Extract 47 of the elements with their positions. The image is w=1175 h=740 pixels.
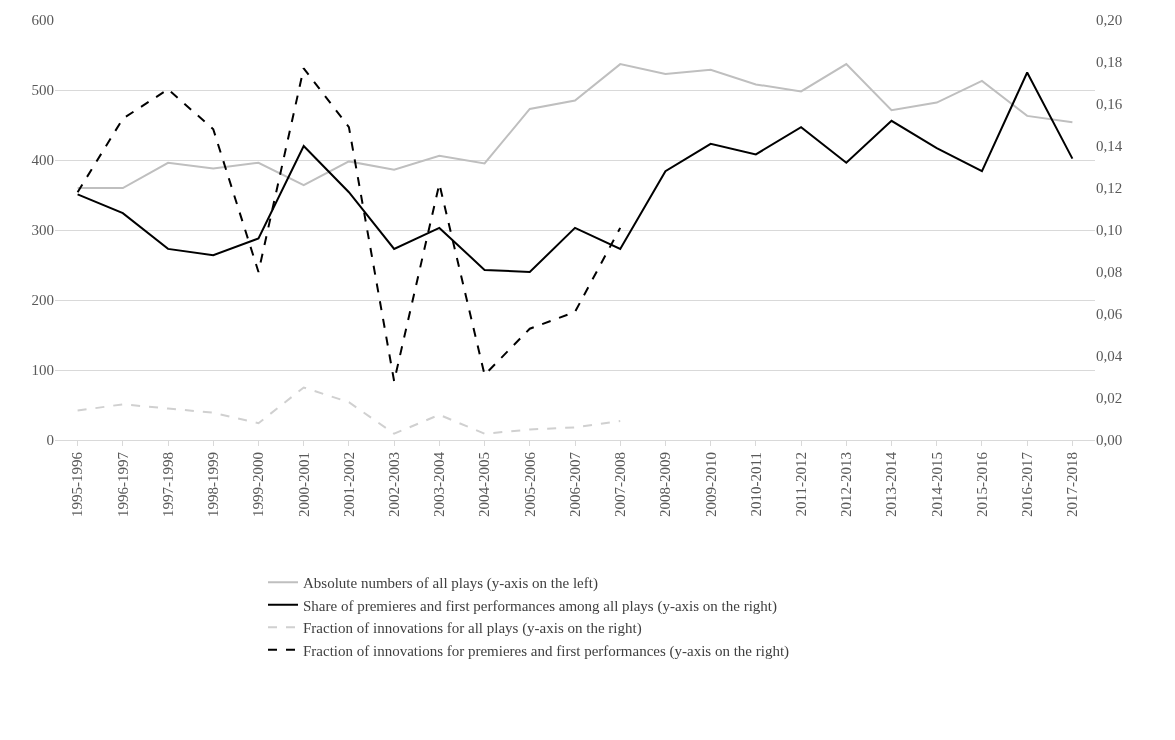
x-tick-label: 1999-2000	[250, 452, 267, 517]
y-tick-label: 200	[31, 292, 54, 309]
x-tick-label: 2005-2006	[521, 451, 538, 517]
y2-tick-label: 0,20	[1096, 12, 1123, 29]
y-tick-label: 400	[31, 152, 54, 169]
legend-label: Fraction of innovations for premieres and first performances (y-axis on the right)	[303, 642, 790, 660]
x-tick-label: 2000-2001	[295, 452, 312, 517]
y2-tick-label: 0,10	[1096, 222, 1123, 239]
x-tick-label: 2016-2017	[1019, 451, 1036, 517]
x-tick-label: 2001-2002	[340, 452, 357, 517]
y-tick-label: 300	[31, 222, 54, 239]
x-tick-label: 2007-2008	[612, 452, 629, 517]
legend-label: Fraction of innovations for all plays (y-axis on the right)	[303, 620, 642, 638]
x-tick-label: 2017-2018	[1064, 452, 1081, 517]
x-tick-label: 2011-2012	[792, 452, 809, 517]
x-tick-label: 1995-1996	[69, 451, 86, 517]
y-tick-label: 600	[31, 12, 54, 29]
x-tick-label: 2013-2014	[883, 451, 900, 517]
x-tick-label: 2002-2003	[386, 452, 403, 517]
y-tick-label: 0	[46, 432, 54, 449]
y2-tick-label: 0,08	[1096, 264, 1123, 281]
line-series	[76, 386, 622, 435]
line-series	[76, 63, 1074, 189]
x-tick-label: 2015-2016	[973, 451, 990, 517]
x-tick-label: 2009-2010	[702, 452, 719, 517]
legend-label: Absolute numbers of all plays (y-axis on the left)	[303, 575, 598, 593]
x-tick-label: 1996-1997	[114, 451, 131, 517]
x-tick-label: 2003-2004	[431, 451, 448, 517]
x-tick-label: 1997-1998	[159, 452, 176, 517]
legend-label: Share of premieres and first performances among all plays (y-axis on the right)	[303, 597, 778, 615]
x-tick-label: 2004-2005	[476, 452, 493, 517]
y-tick-label: 500	[31, 82, 54, 99]
x-tick-label: 2010-2011	[747, 452, 764, 517]
y2-tick-label: 0,14	[1096, 138, 1123, 155]
y2-tick-label: 0,02	[1096, 390, 1123, 407]
y2-tick-label: 0,12	[1096, 180, 1123, 197]
y2-tick-label: 0,04	[1096, 348, 1123, 365]
x-tick-label: 2006-2007	[566, 451, 583, 517]
x-tick-label: 2014-2015	[928, 452, 945, 517]
y2-tick-label: 0,00	[1096, 432, 1123, 449]
x-tick-label: 1998-1999	[205, 452, 222, 517]
y-tick-label: 100	[31, 362, 54, 379]
y2-tick-label: 0,06	[1096, 306, 1123, 323]
x-tick-label: 2008-2009	[657, 452, 674, 517]
x-tick-label: 2012-2013	[838, 452, 855, 517]
y2-tick-label: 0,18	[1096, 54, 1123, 71]
y2-tick-label: 0,16	[1096, 96, 1123, 113]
